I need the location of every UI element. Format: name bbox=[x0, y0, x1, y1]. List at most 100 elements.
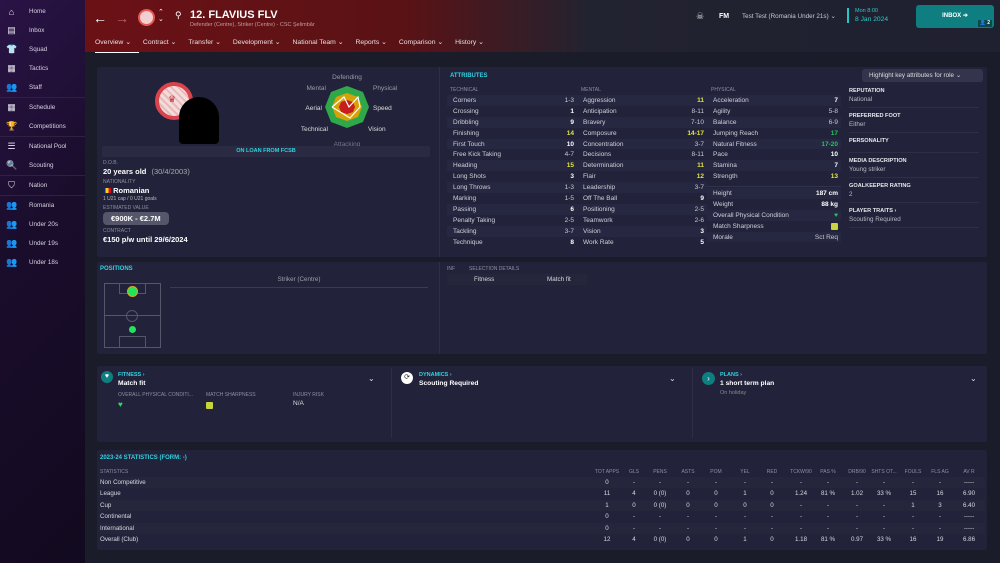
attribute-value: 6-9 bbox=[828, 118, 838, 126]
attribute-value: 7 bbox=[834, 162, 838, 170]
skull-icon[interactable]: ☠ bbox=[696, 11, 705, 21]
tab-overview[interactable]: Overview ⌄ bbox=[95, 36, 139, 53]
sidebar-item-home[interactable]: ⌂ Home bbox=[0, 2, 85, 21]
dynamics-expand-chevron-icon[interactable]: ⌄ bbox=[669, 374, 676, 383]
highlight-role-dropdown[interactable]: Highlight key attributes for role ⌄ bbox=[862, 69, 983, 82]
stats-column-header[interactable]: DRB/90 bbox=[848, 469, 866, 475]
forward-arrow-icon[interactable]: → bbox=[115, 10, 129, 26]
stats-cell: 0 bbox=[686, 490, 690, 498]
stats-row: Continental 0- - - - - - - - - - - - ----- bbox=[100, 511, 985, 522]
fitness-link[interactable]: FITNESS › bbox=[118, 372, 145, 378]
plans-link[interactable]: PLANS › bbox=[720, 372, 742, 378]
stats-cell: 6.90 bbox=[962, 490, 976, 498]
sidebar-item-inbox[interactable]: ▤ Inbox bbox=[0, 21, 85, 40]
attribute-value: 7 bbox=[834, 96, 838, 104]
sidebar-item-staff[interactable]: 👥 Staff bbox=[0, 78, 85, 97]
tab-development[interactable]: Development ⌄ bbox=[233, 36, 289, 53]
stats-cell: 12 bbox=[603, 536, 611, 543]
stats-column-header[interactable]: FOULS bbox=[904, 469, 922, 475]
stats-cell: 0 bbox=[605, 479, 609, 486]
stats-column-header[interactable]: YEL bbox=[740, 469, 750, 475]
attribute-row: Jumping Reach 17 bbox=[707, 128, 841, 139]
stats-column-header[interactable]: TCKW/90 bbox=[790, 469, 812, 475]
stats-column-header[interactable]: FLS AG bbox=[931, 469, 949, 475]
tab-national-team[interactable]: National Team ⌄ bbox=[293, 36, 352, 53]
stats-cell: 0 bbox=[770, 490, 774, 498]
stats-table: Non Competitive 0- - - - - - - - - - - - ----- League 1… bbox=[100, 477, 985, 547]
attribute-name: Composure bbox=[583, 129, 617, 137]
attribute-name: Anticipation bbox=[583, 107, 617, 115]
tab-transfer[interactable]: Transfer ⌄ bbox=[188, 36, 229, 53]
tab-contract[interactable]: Contract ⌄ bbox=[143, 36, 184, 53]
stats-cell: 0 (0) bbox=[653, 501, 667, 509]
player-switch-icon[interactable]: ⌃ ⌄ bbox=[158, 9, 164, 23]
dynamics-link[interactable]: DYNAMICS › bbox=[419, 372, 452, 378]
chevron-down-icon: ⌄ bbox=[213, 39, 221, 46]
inbox-count-value: 2 bbox=[987, 20, 990, 26]
tab-reports[interactable]: Reports ⌄ bbox=[355, 36, 394, 53]
attribute-value: 8 bbox=[570, 238, 574, 246]
stats-column-header[interactable]: GLS bbox=[628, 469, 640, 475]
search-icon[interactable]: ⚲ bbox=[175, 10, 182, 20]
attribute-row: Dribbling 9 bbox=[447, 116, 577, 128]
attribute-name: Balance bbox=[713, 118, 737, 126]
chevron-down-icon: ⌄ bbox=[830, 13, 836, 20]
attribute-row: Bravery 7-10 bbox=[577, 116, 707, 128]
defender-position-marker[interactable] bbox=[129, 326, 136, 333]
stats-column-header[interactable]: AV R bbox=[963, 469, 975, 475]
divider bbox=[0, 136, 85, 137]
stats-cell: - bbox=[799, 524, 803, 532]
tab-history[interactable]: History ⌄ bbox=[455, 36, 492, 53]
attribute-value: 5 bbox=[700, 238, 704, 246]
stats-cell: 0 (0) bbox=[653, 536, 667, 543]
stats-row: Non Competitive 0- - - - - - - - - - - - ----- bbox=[100, 477, 985, 489]
stats-column-header[interactable]: PAS % bbox=[820, 469, 836, 475]
attribute-row: Agility 5-8 bbox=[707, 106, 841, 117]
attribute-value: 3-7 bbox=[694, 184, 704, 192]
inbox-continue-button[interactable]: INBOX ➔ 👤 2 bbox=[916, 5, 994, 28]
sidebar-item-nation[interactable]: ⛉ Nation bbox=[0, 176, 85, 195]
manager-selector[interactable]: Test Test (Romania Under 21s) ⌄ bbox=[742, 13, 836, 20]
date-block[interactable]: Mon 8:00 8 Jan 2024 bbox=[847, 8, 888, 23]
sidebar-item-national-pool[interactable]: ☰ National Pool bbox=[0, 137, 85, 156]
stats-column-header[interactable]: PENS bbox=[653, 469, 667, 475]
stats-cell: - bbox=[632, 524, 636, 532]
plans-expand-chevron-icon[interactable]: ⌄ bbox=[970, 374, 977, 383]
stats-cell: ----- bbox=[963, 479, 975, 486]
sharpness-icon bbox=[831, 222, 838, 230]
sidebar-item-under-20s[interactable]: 👥 Under 20s bbox=[0, 215, 85, 234]
fitness-expand-chevron-icon[interactable]: ⌄ bbox=[368, 374, 375, 383]
attribute-row: Determination 11 bbox=[577, 160, 707, 172]
sidebar-item-romania[interactable]: 👥 Romania bbox=[0, 196, 85, 215]
sidebar-item-schedule[interactable]: ▦ Schedule bbox=[0, 98, 85, 117]
sidebar-item-scouting[interactable]: 🔍 Scouting bbox=[0, 156, 85, 175]
sidebar-item-tactics[interactable]: ▦ Tactics bbox=[0, 59, 85, 78]
attribute-name: Off The Ball bbox=[583, 194, 618, 202]
stats-cell: - bbox=[882, 513, 886, 521]
stats-column-header[interactable]: POM bbox=[710, 469, 722, 475]
stats-column-header[interactable]: ASTS bbox=[681, 469, 695, 475]
detail-name: Weight bbox=[713, 200, 734, 208]
striker-position-marker[interactable] bbox=[127, 286, 138, 297]
physical-details: Height 187 cm Weight 88 kg Overall Physical … bbox=[707, 186, 841, 243]
physical-attributes: Acceleration 7 Agility 5-8 Balance 6-9 Jumping… bbox=[707, 95, 841, 182]
sidebar-item-under-19s[interactable]: 👥 Under 19s bbox=[0, 234, 85, 253]
sidebar-item-squad[interactable]: 👕 Squad bbox=[0, 40, 85, 59]
back-arrow-icon[interactable]: ← bbox=[93, 10, 107, 26]
stats-cell: 6.40 bbox=[962, 501, 976, 509]
header: ← → ⌃ ⌄ ⚲ 12. FLAVIUS FLV Defender (Centr… bbox=[85, 0, 1000, 53]
attribute-value: 14-17 bbox=[687, 129, 704, 137]
attribute-value: 11 bbox=[697, 96, 704, 104]
sidebar-item-under-18s[interactable]: 👥 Under 18s bbox=[0, 253, 85, 272]
sidebar-item-competitions[interactable]: 🏆 Competitions bbox=[0, 117, 85, 136]
stats-cell: 4 bbox=[632, 536, 636, 543]
contract-label: CONTRACT bbox=[103, 228, 131, 234]
info-heading[interactable]: PLAYER TRAITS › bbox=[849, 208, 897, 214]
tab-comparison[interactable]: Comparison ⌄ bbox=[399, 36, 451, 53]
attribute-row: Passing 6 bbox=[447, 203, 577, 215]
stats-cell: 0.97 bbox=[850, 536, 864, 543]
stats-column-header[interactable]: SHTS OT... bbox=[871, 469, 897, 475]
club-badge-icon[interactable] bbox=[138, 9, 155, 26]
stats-column-header[interactable]: TOT APPS bbox=[594, 469, 620, 475]
stats-column-header[interactable]: RED bbox=[766, 469, 778, 475]
